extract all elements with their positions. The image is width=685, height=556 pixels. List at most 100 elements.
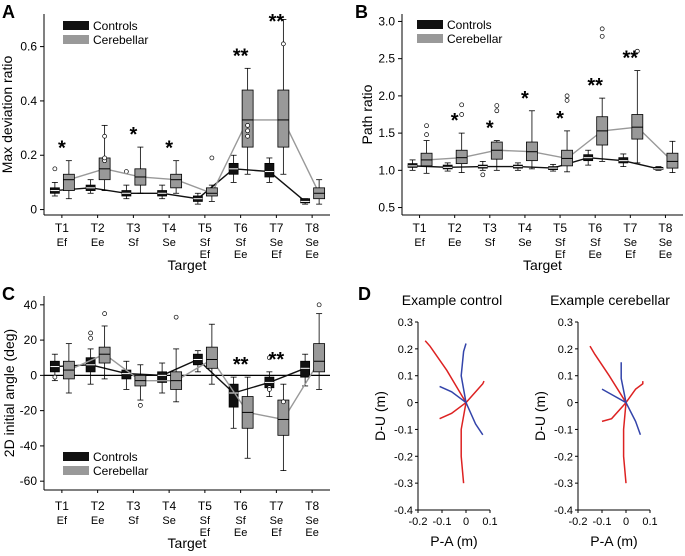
cerebellar-box (241, 89, 254, 148)
x-tick-label: T4 (518, 221, 532, 235)
d-y-tick-label: -0.1 (554, 424, 573, 436)
d-x-axis-label: P-A (m) (430, 533, 477, 549)
outlier-point (634, 48, 640, 54)
x-tick-label: T8 (305, 499, 319, 513)
cerebellar-box (277, 399, 290, 436)
x-tick-label: T3 (126, 499, 140, 513)
cerebellar-box (313, 343, 326, 373)
trajectory-blue (465, 402, 484, 436)
significance-marker: ** (587, 75, 603, 97)
d-y-tick-label: 0.1 (398, 371, 413, 383)
y-tick-label: 3.0 (378, 14, 395, 28)
d-y-tick-label: -0.3 (554, 478, 573, 490)
x-tick-label: T7 (623, 221, 637, 235)
x-tick-sublabel: Se (162, 515, 175, 527)
outlier-point (459, 112, 465, 117)
outlier-point (102, 155, 107, 161)
trajectory-red (625, 381, 644, 404)
x-tick-sublabel: Ef (555, 249, 566, 261)
significance-marker: * (486, 118, 494, 140)
outlier-point (564, 93, 570, 99)
legend-label-cerebellar: Cerebellar (93, 464, 148, 478)
x-tick-label: T5 (198, 221, 212, 235)
example-title: Example cerebellar (550, 292, 670, 308)
outlier-point (245, 133, 250, 139)
y-tick-label: 0.5 (378, 201, 395, 215)
x-tick-sublabel: Ee (448, 237, 461, 249)
trajectory-red (465, 380, 485, 404)
y-tick-label: 2.5 (378, 52, 395, 66)
x-tick-sublabel: Ef (57, 237, 68, 249)
x-tick-sublabel: Ef (625, 249, 636, 261)
legend-swatch-controls (417, 20, 443, 29)
x-tick-label: T8 (658, 221, 672, 235)
significance-marker: ** (233, 45, 249, 67)
outlier-point (564, 98, 570, 103)
controls-trend-line (54, 168, 306, 202)
y-tick-label: 0 (30, 368, 37, 382)
d-y-tick-label: 0 (407, 398, 413, 410)
controls-box (157, 371, 168, 383)
legend-swatch-cerebellar (417, 34, 443, 43)
d-y-tick-label: -0.3 (394, 478, 413, 490)
x-tick-sublabel: Se (518, 237, 531, 249)
y-tick-label: -20 (20, 404, 38, 418)
x-tick-label: T6 (234, 499, 248, 513)
outlier-point (245, 123, 250, 128)
example-title: Example control (402, 292, 502, 308)
significance-marker: ** (269, 349, 285, 371)
x-tick-label: T4 (162, 499, 176, 513)
trajectory-red (601, 402, 627, 423)
x-tick-label: T6 (234, 221, 248, 235)
d-y-tick-label: -0.4 (394, 505, 413, 517)
x-tick-label: T5 (553, 221, 567, 235)
cerebellar-trend-line (68, 119, 320, 195)
cerebellar-box (170, 173, 183, 189)
outlier-point (281, 399, 286, 405)
trajectory-red (439, 401, 467, 420)
panel-a: 0 0.2 0.4 0.6 Max deviation ratio T1 Ef T2 Ee T3 S… (0, 11, 330, 273)
x-tick-sublabel: Ee (305, 249, 318, 261)
x-tick-sublabel: Sf (128, 515, 139, 527)
trajectory-red (460, 402, 467, 484)
x-tick-sublabel: Ee (588, 249, 601, 261)
x-tick-label: T2 (91, 499, 105, 513)
x-tick-sublabel: Ee (305, 527, 318, 539)
x-tick-sublabel: Sf (200, 515, 211, 527)
d-x-tick-label: 0.1 (642, 516, 657, 528)
trajectory-blue (601, 388, 627, 404)
outlier-point (316, 302, 322, 308)
x-tick-label: T4 (162, 221, 176, 235)
outlier-point (102, 133, 107, 139)
d-y-tick-label: 0.3 (558, 317, 573, 329)
outlier-point (267, 387, 272, 392)
d-y-tick-label: 0.2 (398, 344, 413, 356)
legend-label-cerebellar: Cerebellar (93, 33, 148, 47)
x-axis-label: Target (168, 535, 207, 551)
panel-letter-d: D (358, 284, 371, 304)
y-tick-label: 0.6 (20, 40, 37, 54)
d-y-tick-label: -0.4 (554, 505, 573, 517)
significance-marker: * (451, 110, 459, 132)
significance-marker: ** (269, 11, 285, 33)
d-x-tick-label: 0 (463, 516, 469, 528)
cerebellar-box (455, 149, 468, 165)
trajectory-blue (460, 343, 467, 403)
outlier-point (494, 108, 500, 114)
x-tick-sublabel: Ee (91, 515, 104, 527)
controls-box (121, 369, 132, 380)
legend-label-controls: Controls (93, 19, 138, 33)
y-tick-label: -60 (20, 474, 38, 488)
x-tick-sublabel: Sf (555, 237, 566, 249)
significance-marker: * (129, 124, 137, 146)
y-tick-label: 0.2 (20, 148, 37, 162)
d-y-axis-label: D-U (m) (532, 391, 548, 441)
d-y-tick-label: 0.2 (558, 344, 573, 356)
significance-marker: * (58, 138, 66, 160)
trajectory-blue (625, 402, 642, 436)
x-tick-sublabel: Se (305, 515, 318, 527)
y-tick-label: 0.4 (20, 94, 37, 108)
trajectory-red (589, 345, 627, 403)
outlier-point (459, 102, 465, 108)
